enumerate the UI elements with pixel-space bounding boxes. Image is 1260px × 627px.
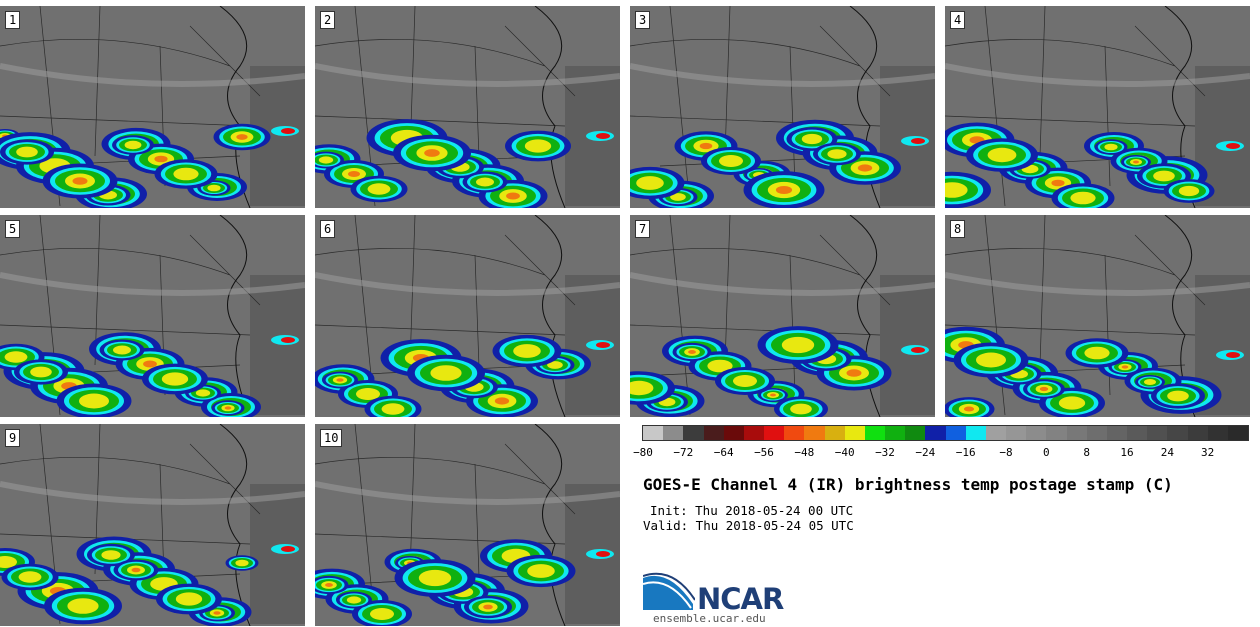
init-time: Init: Thu 2018-05-24 00 UTC	[650, 503, 854, 518]
colorbar-tick-label: 16	[1120, 446, 1134, 459]
colorbar-tick-label: −56	[754, 446, 774, 459]
colorbar-tick-label: −32	[875, 446, 895, 459]
colorbar-swatch	[885, 426, 906, 440]
map-panel: 8	[945, 215, 1250, 417]
map-panel: 3	[630, 6, 935, 208]
colorbar-swatch	[945, 426, 966, 440]
panel-label: 8	[950, 220, 966, 238]
colorbar-swatch	[844, 426, 865, 440]
colorbar-swatch	[1167, 426, 1188, 440]
colorbar-swatch	[804, 426, 825, 440]
colorbar-swatch	[784, 426, 805, 440]
map-panel: 2	[315, 6, 620, 208]
colorbar-swatch	[764, 426, 785, 440]
map-panel: 5	[0, 215, 305, 417]
figure-title: GOES-E Channel 4 (IR) brightness temp po…	[643, 475, 1173, 494]
logo-url: ensemble.ucar.edu	[653, 612, 766, 625]
colorbar-tick-label: 24	[1160, 446, 1174, 459]
map-panel: 6	[315, 215, 620, 417]
colorbar-tick-label: −48	[794, 446, 815, 459]
colorbar-ticks: −80 −72 −64 −56 −48 −40 −32 −24 −16 −8 0 8 16 24 32	[633, 446, 1248, 460]
colorbar-swatch	[905, 426, 926, 440]
panel-label: 2	[320, 11, 336, 29]
colorbar-tick-label: −80	[633, 446, 653, 459]
colorbar-swatch	[683, 426, 704, 440]
panel-label: 5	[5, 220, 21, 238]
map-panel: 1	[0, 6, 305, 208]
colorbar-swatch	[723, 426, 744, 440]
colorbar-swatch	[1086, 426, 1107, 440]
panel-label: 1	[5, 11, 21, 29]
panel-label: 4	[950, 11, 966, 29]
colorbar-swatch	[1227, 426, 1249, 440]
map-panel: 10	[315, 424, 620, 626]
colorbar-swatch	[663, 426, 684, 440]
colorbar-swatch	[1147, 426, 1168, 440]
panel-label: 10	[320, 429, 343, 447]
panel-label: 7	[635, 220, 651, 238]
colorbar-tick-label: 8	[1083, 446, 1090, 459]
colorbar-swatch	[1006, 426, 1027, 440]
colorbar	[642, 425, 1249, 441]
colorbar-swatch	[824, 426, 845, 440]
colorbar-tick-label: −64	[713, 446, 734, 459]
panel-label: 6	[320, 220, 336, 238]
colorbar-tick-label: 0	[1043, 446, 1050, 459]
colorbar-swatch	[864, 426, 886, 440]
logo-text: NCAR	[697, 582, 784, 616]
colorbar-swatch	[985, 426, 1007, 440]
map-panel: 4	[945, 6, 1250, 208]
colorbar-swatch	[1046, 426, 1067, 440]
colorbar-swatch	[1127, 426, 1148, 440]
colorbar-swatch	[965, 426, 986, 440]
colorbar-swatch	[1066, 426, 1087, 440]
colorbar-swatch	[1106, 426, 1128, 440]
map-panel: 7	[630, 215, 935, 417]
ncar-logo-icon	[642, 570, 696, 616]
valid-time: Valid: Thu 2018-05-24 05 UTC	[643, 518, 854, 533]
colorbar-swatch	[1207, 426, 1228, 440]
colorbar-tick-label: −72	[673, 446, 694, 459]
map-panel: 9	[0, 424, 305, 626]
colorbar-tick-label: −8	[999, 446, 1013, 459]
colorbar-swatch	[743, 426, 765, 440]
panel-label: 3	[635, 11, 651, 29]
colorbar-tick-label: −16	[955, 446, 976, 459]
colorbar-swatch	[703, 426, 724, 440]
colorbar-swatch	[643, 426, 664, 440]
panel-label: 9	[5, 429, 21, 447]
colorbar-tick-label: −24	[915, 446, 936, 459]
colorbar-tick-label: −40	[834, 446, 855, 459]
colorbar-swatch	[925, 426, 946, 440]
colorbar-tick-label: 32	[1201, 446, 1215, 459]
colorbar-swatch	[1026, 426, 1047, 440]
colorbar-swatch	[1187, 426, 1208, 440]
